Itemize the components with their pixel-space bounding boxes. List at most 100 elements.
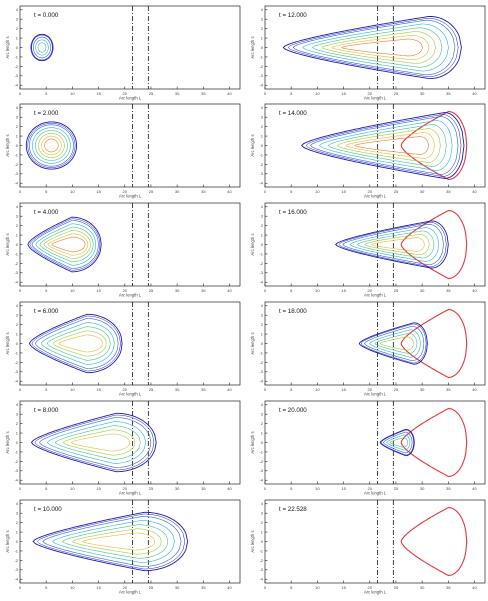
contour-level [32,36,52,59]
contour-level [27,123,76,168]
y-tick-label: -4 [14,379,18,384]
y-axis-label: Arc length s [250,233,255,255]
y-tick-label: -4 [259,478,263,483]
x-axis-label: Arc length L [364,491,387,496]
x-tick-label: 20 [123,288,128,293]
y-tick-label: -2 [14,64,18,69]
x-tick-label: 15 [96,585,101,590]
contour-level [310,116,459,175]
x-tick-label: 0 [19,189,22,194]
contour-level [47,233,89,256]
contour-level [371,237,425,252]
x-tick-label: 0 [19,486,22,491]
x-tick-label: 5 [45,288,48,293]
x-tick-label: 35 [201,91,206,96]
time-label: t = 16.000 [279,209,307,216]
x-tick-label: 40 [472,486,477,491]
y-tick-label: -1 [259,350,263,355]
y-tick-label: 3 [261,412,264,417]
x-tick-label: 15 [96,91,101,96]
y-tick-label: 2 [261,223,264,228]
contour-level [47,421,146,464]
contour-level [349,227,440,262]
x-tick-label: 10 [70,91,75,96]
y-tick-label: 0 [16,45,19,50]
contour-level [34,414,155,471]
x-axis-label: Arc length L [364,96,387,101]
y-tick-label: -3 [259,567,263,572]
y-tick-label: 4 [261,303,264,308]
y-tick-label: -2 [259,558,263,563]
contour-level [35,223,97,266]
y-tick-label: 0 [261,45,264,50]
contour-level [318,120,453,171]
x-tick-label: 30 [175,585,180,590]
y-tick-label: -1 [14,54,18,59]
x-tick-label: 0 [19,585,22,590]
x-tick-label: 20 [368,91,373,96]
x-tick-label: 10 [315,91,320,96]
y-tick-label: 2 [261,421,264,426]
y-tick-label: 3 [16,313,19,318]
plot-frame [264,400,486,485]
contour-level [354,136,429,155]
y-tick-label: 1 [16,529,19,534]
contour-level [70,433,131,452]
x-tick-label: 35 [201,387,206,392]
x-tick-label: 40 [472,387,477,392]
final-boundary-curve [400,407,468,478]
time-label: t = 10.000 [34,506,62,513]
x-tick-label: 40 [227,288,232,293]
y-tick-label: -2 [259,64,263,69]
x-tick-label: 10 [315,387,320,392]
x-tick-label: 20 [123,585,128,590]
x-tick-label: 10 [70,288,75,293]
x-tick-label: 10 [315,189,320,194]
y-tick-label: -3 [14,73,18,78]
contour-level [358,322,428,365]
x-tick-label: 15 [341,486,346,491]
contour-level [52,520,175,563]
y-tick-label: -2 [14,162,18,167]
y-tick-label: 4 [16,402,19,407]
y-tick-label: -2 [259,459,263,464]
y-tick-label: -2 [259,360,263,365]
x-axis-label: Arc length L [119,491,142,496]
x-tick-label: 30 [420,288,425,293]
y-axis-label: Arc length s [250,431,255,453]
contour-level [52,330,107,357]
contour-level [42,516,182,567]
y-tick-label: -2 [14,360,18,365]
y-tick-label: 3 [16,17,19,22]
y-tick-label: 0 [16,440,19,445]
x-tick-label: 30 [420,387,425,392]
y-tick-label: 4 [16,105,19,110]
x-tick-label: 5 [290,585,293,590]
y-tick-label: -3 [259,369,263,374]
x-tick-label: 15 [341,288,346,293]
contour-level [34,318,119,369]
plot-frame [19,5,241,90]
x-tick-label: 5 [45,387,48,392]
x-tick-label: 40 [227,486,232,491]
x-tick-label: 35 [446,288,451,293]
x-tick-label: 20 [368,585,373,590]
contour-level [292,19,456,76]
x-tick-label: 35 [446,91,451,96]
contour-level [81,532,156,551]
y-tick-label: -1 [14,251,18,256]
contour-level [287,17,459,78]
x-axis-label: Arc length L [364,392,387,397]
contour-level [37,42,47,53]
y-axis-label: Arc length s [5,530,10,552]
plot-frame [264,499,486,584]
y-axis-label: Arc length s [5,36,10,58]
contour-level [35,130,68,161]
y-tick-label: 1 [261,35,264,40]
y-tick-label: 0 [261,341,264,346]
y-tick-label: -4 [14,83,18,88]
